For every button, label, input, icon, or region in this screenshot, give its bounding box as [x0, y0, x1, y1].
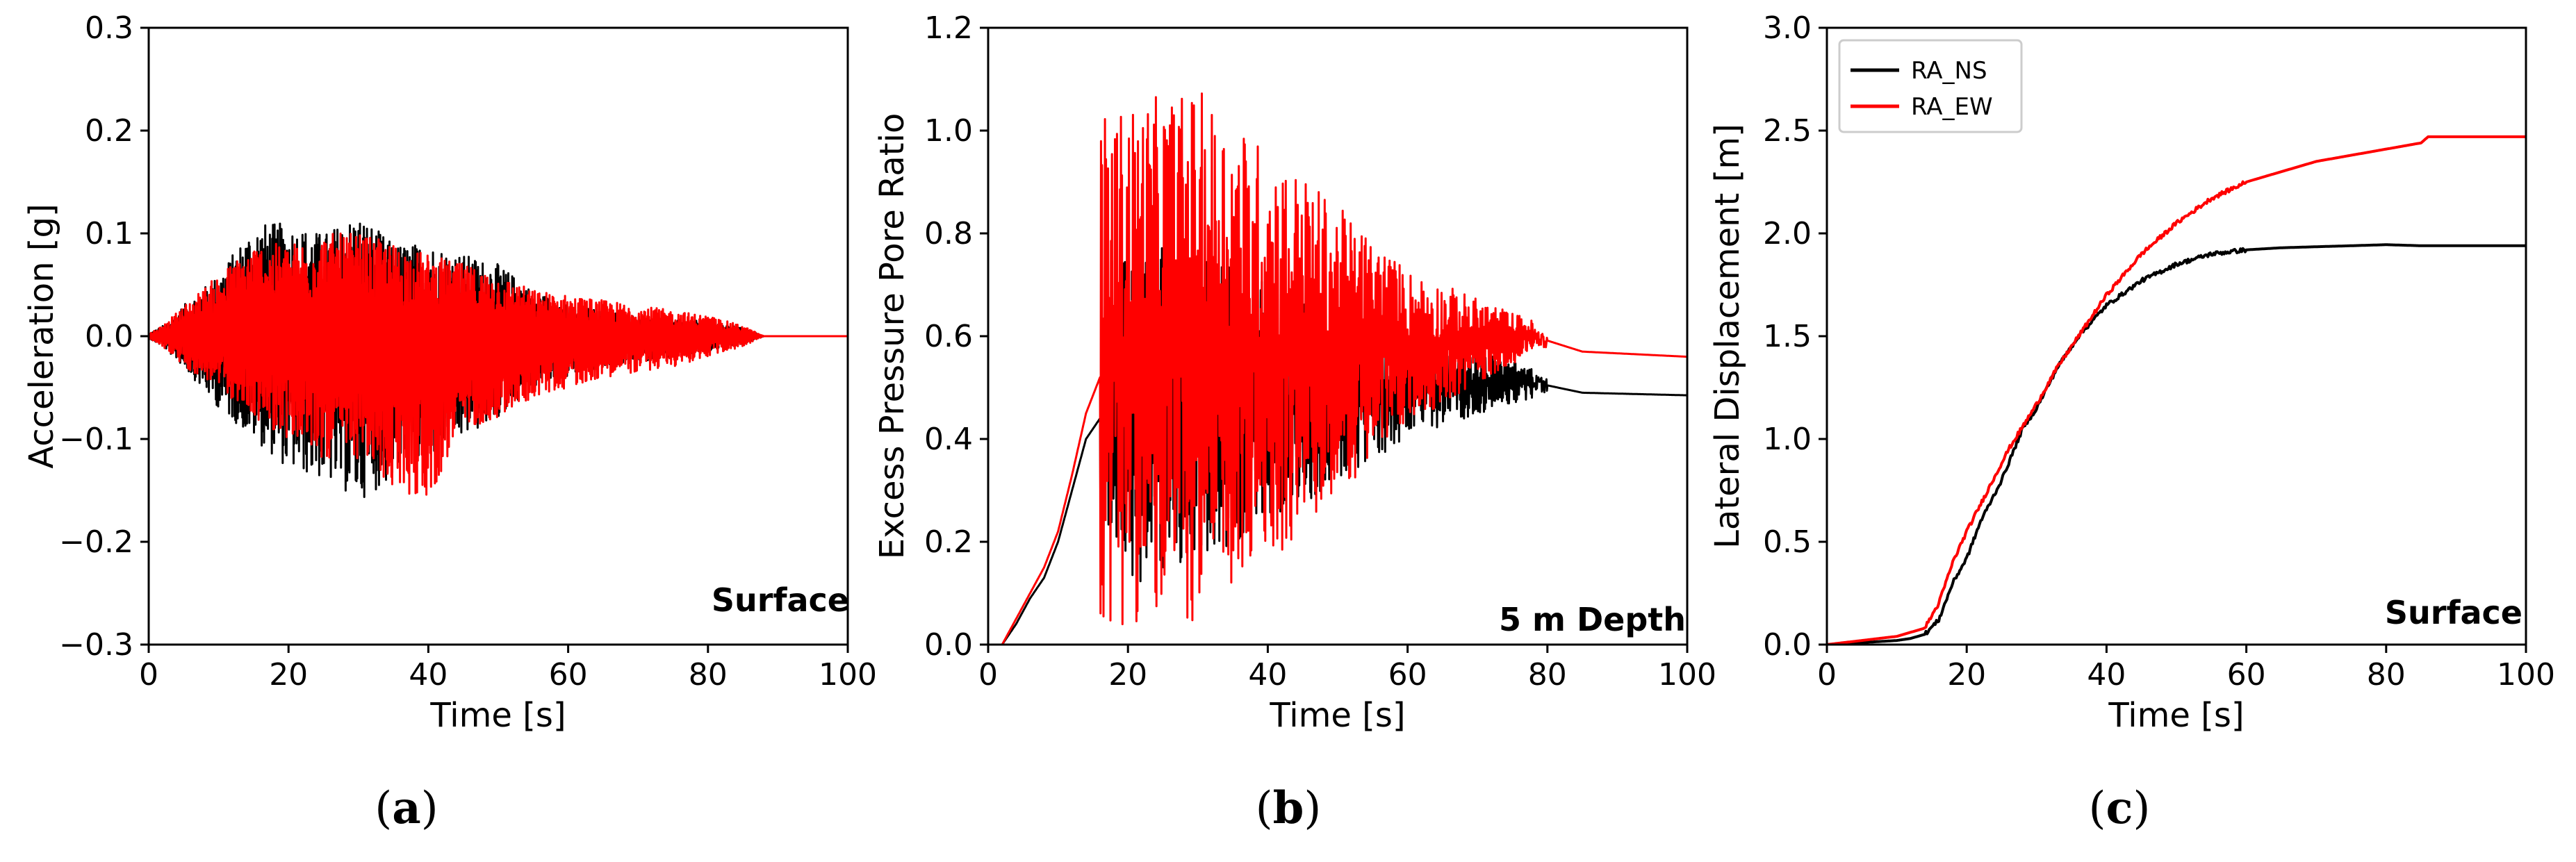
xlabel-b: Time [s]: [1269, 696, 1405, 735]
axes-frame-c: [1826, 26, 2527, 646]
x-tick-label: 100: [819, 657, 877, 693]
y-tick-label: 0.1: [85, 216, 133, 251]
x-tick-label: 20: [269, 657, 308, 693]
y-tick-label: −0.1: [59, 422, 133, 457]
y-tick-label: 0.2: [85, 113, 133, 149]
y-tick-label: 1.0: [924, 113, 973, 149]
x-tick-label: 0: [139, 657, 158, 693]
x-tick-label: 100: [2497, 657, 2555, 693]
ylabel-a: Acceleration [g]: [22, 204, 61, 468]
legend-box: [1838, 39, 2023, 133]
ylabel-c: Lateral Displacement [m]: [1708, 124, 1747, 549]
x-tick-label: 20: [1947, 657, 1986, 693]
y-tick-label: 0.6: [924, 319, 973, 354]
ylabel-b: Excess Pressure Pore Ratio: [873, 113, 912, 560]
y-tick-label: −0.3: [59, 627, 133, 663]
ticks-layer-a: 0 20 40 60 80 100 −0.3 −0.2 −0.1 0.0 0.1 0.2 0.3: [59, 10, 877, 693]
xlabel-a: Time [s]: [429, 696, 566, 735]
x-tick-label: 100: [1658, 657, 1716, 693]
x-tick-label: 40: [409, 657, 448, 693]
legend-label-ns: RA_NS: [1911, 57, 1987, 85]
y-tick-label: 0.0: [924, 627, 973, 663]
panel-c: 0 20 40 60 80 100 0.0 0.5 1.0 1.5 2.0 2.5 3.0 Surfac…: [1708, 10, 2555, 834]
y-tick-label: 0.4: [924, 422, 973, 457]
series-line-ra-ew: [988, 92, 1687, 645]
y-tick-label: 2.0: [1763, 216, 1812, 251]
legend: RA_NS RA_EW: [1838, 39, 2023, 133]
series-layer-c: [1827, 135, 2526, 645]
series-layer-a: [149, 222, 848, 498]
caption-c: (c): [2089, 782, 2151, 834]
series-line-ra-ew: [149, 232, 848, 496]
axes-frame-a: [147, 26, 849, 646]
y-tick-label: 3.0: [1763, 10, 1812, 46]
y-tick-label: 0.5: [1763, 524, 1812, 560]
annotation-a: Surface: [712, 581, 849, 619]
annotation-c: Surface: [2385, 594, 2522, 631]
series-layer-b: [988, 92, 1687, 645]
xlabel-c: Time [s]: [2108, 696, 2244, 735]
series-line-ra-ns: [1827, 243, 2526, 645]
panel-a: 0 20 40 60 80 100 −0.3 −0.2 −0.1 0.0 0.1 0.2 0.3 Sur…: [22, 10, 877, 834]
x-tick-label: 20: [1108, 657, 1147, 693]
x-tick-label: 40: [2087, 657, 2126, 693]
panel-b: 0 20 40 60 80 100 0.0 0.2 0.4 0.6 0.8 1.0 1.2 5 m De…: [873, 10, 1716, 834]
ticks-layer-c: 0 20 40 60 80 100 0.0 0.5 1.0 1.5 2.0 2.5 3.0: [1763, 10, 2555, 693]
caption-a: (a): [375, 782, 438, 834]
y-tick-label: 1.2: [924, 10, 973, 46]
series-line-ra-ew: [1827, 135, 2526, 645]
x-tick-label: 80: [689, 657, 728, 693]
annotation-b: 5 m Depth: [1499, 601, 1686, 638]
x-tick-label: 0: [1817, 657, 1837, 693]
axes-frame-b: [987, 26, 1689, 646]
y-tick-label: 0.0: [85, 319, 133, 354]
y-tick-label: 0.2: [924, 524, 973, 560]
x-tick-label: 80: [2367, 657, 2406, 693]
x-tick-label: 0: [978, 657, 998, 693]
y-tick-label: −0.2: [59, 524, 133, 560]
caption-b: (b): [1256, 782, 1322, 834]
y-tick-label: 1.0: [1763, 422, 1812, 457]
x-tick-label: 60: [2227, 657, 2266, 693]
y-tick-label: 0.8: [924, 216, 973, 251]
y-tick-label: 0.3: [85, 10, 133, 46]
legend-label-ew: RA_EW: [1911, 93, 1993, 121]
y-tick-label: 2.5: [1763, 113, 1812, 149]
x-tick-label: 80: [1528, 657, 1567, 693]
x-tick-label: 60: [549, 657, 588, 693]
y-tick-label: 1.5: [1763, 319, 1812, 354]
ticks-layer-b: 0 20 40 60 80 100 0.0 0.2 0.4 0.6 0.8 1.0 1.2: [924, 10, 1716, 693]
x-tick-label: 40: [1248, 657, 1287, 693]
x-tick-label: 60: [1388, 657, 1427, 693]
y-tick-label: 0.0: [1763, 627, 1812, 663]
